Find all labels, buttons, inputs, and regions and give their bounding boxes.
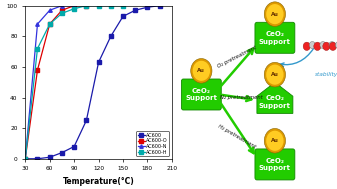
AC600-H	[109, 5, 113, 7]
AC600-N	[23, 158, 27, 160]
Circle shape	[329, 42, 337, 50]
AC600	[133, 9, 137, 11]
AC600-H	[84, 5, 88, 7]
AC600-H	[23, 158, 27, 160]
AC600	[158, 5, 162, 7]
Circle shape	[193, 61, 210, 81]
AC600-H	[60, 12, 64, 14]
Circle shape	[335, 42, 337, 49]
Circle shape	[320, 42, 326, 49]
AC600-H	[97, 5, 101, 7]
AC600	[72, 145, 76, 148]
AC600	[84, 119, 88, 122]
AC600	[23, 158, 27, 160]
FancyBboxPatch shape	[255, 149, 295, 180]
AC600-O	[60, 9, 64, 11]
AC600-N	[48, 9, 52, 11]
Text: CeO₂
Support: CeO₂ Support	[185, 88, 217, 101]
AC600	[48, 156, 52, 158]
AC600	[35, 158, 39, 160]
AC600-N	[60, 5, 64, 7]
FancyBboxPatch shape	[181, 79, 221, 110]
Text: H₂ pretreatment: H₂ pretreatment	[217, 123, 257, 149]
Circle shape	[191, 59, 212, 83]
Circle shape	[264, 2, 285, 26]
Text: O₂ pretreatment: O₂ pretreatment	[217, 45, 257, 69]
Polygon shape	[257, 82, 293, 113]
AC600-H	[72, 8, 76, 10]
Circle shape	[309, 42, 315, 49]
Legend: AC600, AC600-O, AC600-N, AC600-H: AC600, AC600-O, AC600-N, AC600-H	[136, 131, 170, 156]
Text: CeO₂
Support: CeO₂ Support	[259, 95, 291, 109]
Text: N₂ pretreatment: N₂ pretreatment	[220, 95, 263, 100]
Text: Au: Au	[271, 12, 279, 17]
Line: AC600: AC600	[24, 4, 161, 160]
Circle shape	[264, 62, 285, 87]
Circle shape	[266, 65, 284, 85]
Line: AC600-H: AC600-H	[24, 4, 125, 160]
AC600-O	[72, 5, 76, 7]
Text: Au: Au	[271, 72, 279, 77]
Circle shape	[266, 131, 284, 151]
Line: AC600-N: AC600-N	[24, 4, 76, 160]
FancyBboxPatch shape	[255, 22, 295, 53]
Text: Au: Au	[271, 138, 279, 143]
Text: CeO₂
Support: CeO₂ Support	[259, 158, 291, 171]
Y-axis label: CO Conversion(%): CO Conversion(%)	[0, 43, 1, 121]
AC600	[109, 35, 113, 37]
AC600-H	[121, 5, 125, 7]
Line: AC600-O: AC600-O	[24, 4, 88, 160]
Circle shape	[264, 129, 285, 153]
AC600	[121, 15, 125, 18]
AC600	[146, 6, 150, 8]
AC600	[60, 152, 64, 154]
AC600-H	[48, 23, 52, 25]
AC600-N	[72, 5, 76, 7]
Text: Au: Au	[197, 68, 205, 73]
Circle shape	[266, 4, 284, 24]
Circle shape	[329, 42, 335, 49]
AC600-O	[48, 23, 52, 25]
Text: CeO₂
Support: CeO₂ Support	[259, 31, 291, 45]
AC600-H	[35, 47, 39, 50]
AC600-O	[23, 158, 27, 160]
Text: stability: stability	[315, 72, 337, 77]
Circle shape	[314, 42, 321, 50]
Circle shape	[323, 42, 330, 50]
AC600	[97, 61, 101, 64]
X-axis label: Temperature(°C): Temperature(°C)	[63, 177, 134, 186]
Circle shape	[303, 42, 310, 50]
AC600-O	[35, 69, 39, 71]
AC600-N	[35, 23, 39, 25]
AC600-O	[84, 5, 88, 7]
